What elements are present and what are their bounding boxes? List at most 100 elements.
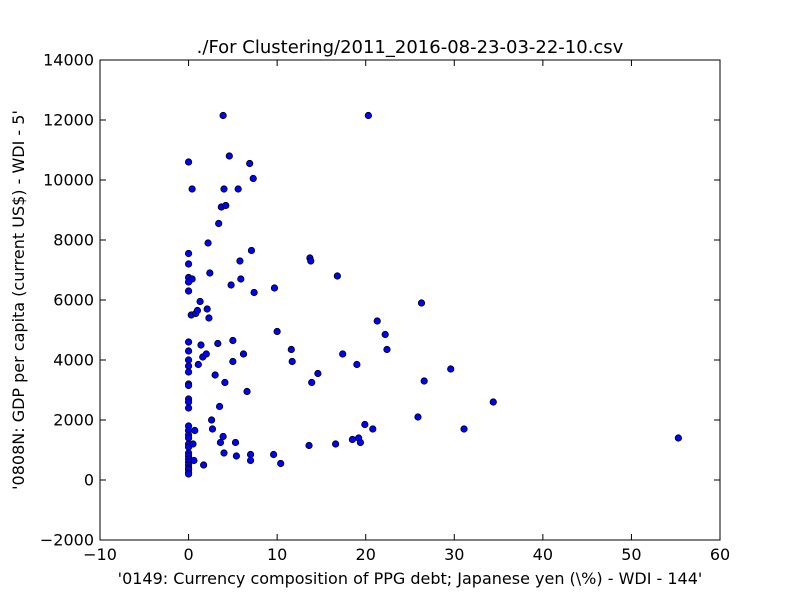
y-tick-label: 12000 (43, 111, 94, 130)
data-point (489, 398, 497, 406)
data-point (196, 297, 204, 306)
data-point (184, 398, 193, 406)
y-tick-label: 0 (84, 471, 94, 490)
data-point (674, 434, 682, 442)
data-point (184, 381, 193, 390)
data-point (200, 461, 208, 469)
data-point (314, 369, 322, 378)
data-point (414, 413, 422, 421)
data-point (308, 378, 316, 387)
data-point (184, 249, 193, 258)
data-point (420, 377, 428, 385)
data-point (220, 449, 228, 457)
data-point (364, 111, 372, 120)
x-axis-label: '0149: Currency composition of PPG debt;… (118, 569, 703, 588)
data-point (205, 314, 213, 322)
x-tick-label: 20 (356, 545, 376, 564)
data-point (246, 159, 254, 168)
data-point (188, 185, 196, 193)
data-point (220, 185, 228, 193)
data-point (225, 152, 233, 160)
data-point (184, 404, 193, 412)
plot-area: −10 0 10 20 30 40 50 60 −2000 0 2000 4000 6000 8000 10… (40, 51, 730, 565)
data-point (277, 459, 285, 468)
x-tick-label: 30 (444, 545, 464, 564)
data-point (307, 257, 315, 265)
data-point (273, 327, 281, 336)
data-point (184, 368, 193, 376)
data-point (447, 365, 455, 373)
data-point (193, 306, 202, 315)
data-point (202, 350, 210, 358)
data-point (234, 185, 242, 193)
data-point (339, 350, 347, 358)
x-tick-label: −10 (83, 545, 117, 564)
data-point (222, 201, 230, 210)
data-point (246, 456, 255, 465)
data-point (229, 357, 237, 366)
data-point (369, 425, 377, 433)
y-tick-label: 2000 (53, 411, 94, 430)
x-tick-label: 0 (183, 545, 193, 564)
data-point (189, 440, 197, 448)
y-tick-label: 8000 (53, 231, 94, 250)
data-point (190, 456, 198, 465)
data-point (287, 345, 295, 354)
data-point (184, 278, 193, 286)
y-tick-label: 6000 (53, 291, 94, 310)
data-point (184, 356, 193, 364)
data-point (215, 219, 223, 228)
data-point (417, 299, 426, 307)
data-point (216, 438, 225, 447)
data-point (331, 440, 340, 448)
data-point (237, 275, 245, 283)
data-point (356, 438, 364, 447)
y-tick-label: 14000 (43, 51, 94, 70)
data-point (184, 158, 193, 166)
y-tick-label: 4000 (53, 351, 94, 370)
data-point (249, 174, 257, 183)
data-point (184, 260, 193, 268)
data-point (333, 272, 341, 280)
data-point (270, 284, 279, 292)
data-point (348, 435, 357, 444)
data-point (243, 387, 251, 396)
data-point (373, 317, 381, 325)
data-point (194, 360, 202, 369)
data-point (247, 246, 256, 255)
data-point (215, 402, 224, 411)
data-point (204, 239, 212, 247)
y-tick-label: −2000 (40, 531, 94, 550)
data-point (208, 416, 216, 424)
data-point (269, 450, 278, 459)
data-point (236, 257, 244, 265)
data-point (353, 360, 361, 369)
data-point (184, 362, 193, 370)
data-point (288, 357, 296, 366)
x-tick-label: 60 (710, 545, 730, 564)
data-point (211, 371, 219, 379)
data-point (184, 434, 193, 442)
x-tick-label: 10 (267, 545, 287, 564)
data-point (227, 281, 235, 289)
data-point (381, 330, 389, 339)
data-point (246, 450, 255, 459)
data-point (231, 438, 240, 447)
data-point (229, 336, 237, 345)
y-tick-label: 10000 (43, 171, 94, 190)
data-point (197, 341, 205, 349)
data-point (239, 350, 248, 358)
data-point (460, 425, 468, 433)
data-point (221, 378, 229, 387)
data-point (219, 432, 227, 441)
data-point (232, 452, 240, 460)
data-point (184, 470, 193, 478)
data-point (361, 420, 369, 429)
data-point (184, 287, 193, 295)
x-tick-label: 40 (533, 545, 553, 564)
data-point (219, 111, 227, 120)
chart-title: ./For Clustering/2011_2016-08-23-03-22-1… (197, 37, 624, 58)
